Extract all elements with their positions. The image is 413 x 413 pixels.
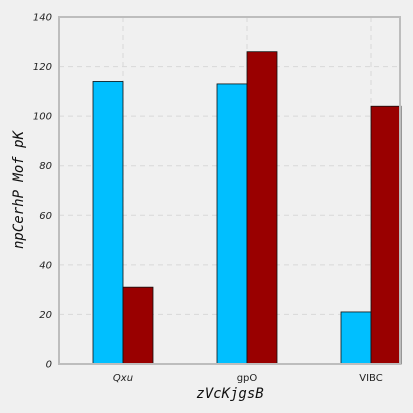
bar-series2-VIBC <box>370 105 402 365</box>
y-tick-label: 20 <box>39 310 52 321</box>
y-tick-label: 120 <box>33 62 52 73</box>
bar-series1-gpO <box>216 83 248 365</box>
y-tick-label: 0 <box>46 360 52 371</box>
plot-frame <box>58 16 401 365</box>
y-tick-label: 80 <box>39 161 52 172</box>
x-tick-label: VIBC <box>359 373 382 384</box>
y-tick-label: 40 <box>39 260 52 271</box>
bar-series1-Qxu <box>92 81 124 365</box>
y-tick-label: 140 <box>33 13 52 24</box>
x-axis-label: zVcKjgsB <box>196 386 263 402</box>
x-tick-label: Qxu <box>113 373 133 384</box>
y-tick-label: 60 <box>39 211 52 222</box>
y-axis-label: npCerhP Mof pK <box>11 129 27 249</box>
y-tick-label: 100 <box>33 112 52 123</box>
bar-series1-VIBC <box>340 311 372 365</box>
y-tick-labels: 0 20 40 60 80 100 120 140 <box>33 13 52 371</box>
x-tick-label: gpO <box>237 373 258 384</box>
bar-series2-Qxu <box>122 286 154 365</box>
bar-series2-gpO <box>246 51 278 365</box>
x-tick-labels: Qxu gpO VIBC <box>113 373 383 384</box>
bar-layer <box>92 51 402 365</box>
